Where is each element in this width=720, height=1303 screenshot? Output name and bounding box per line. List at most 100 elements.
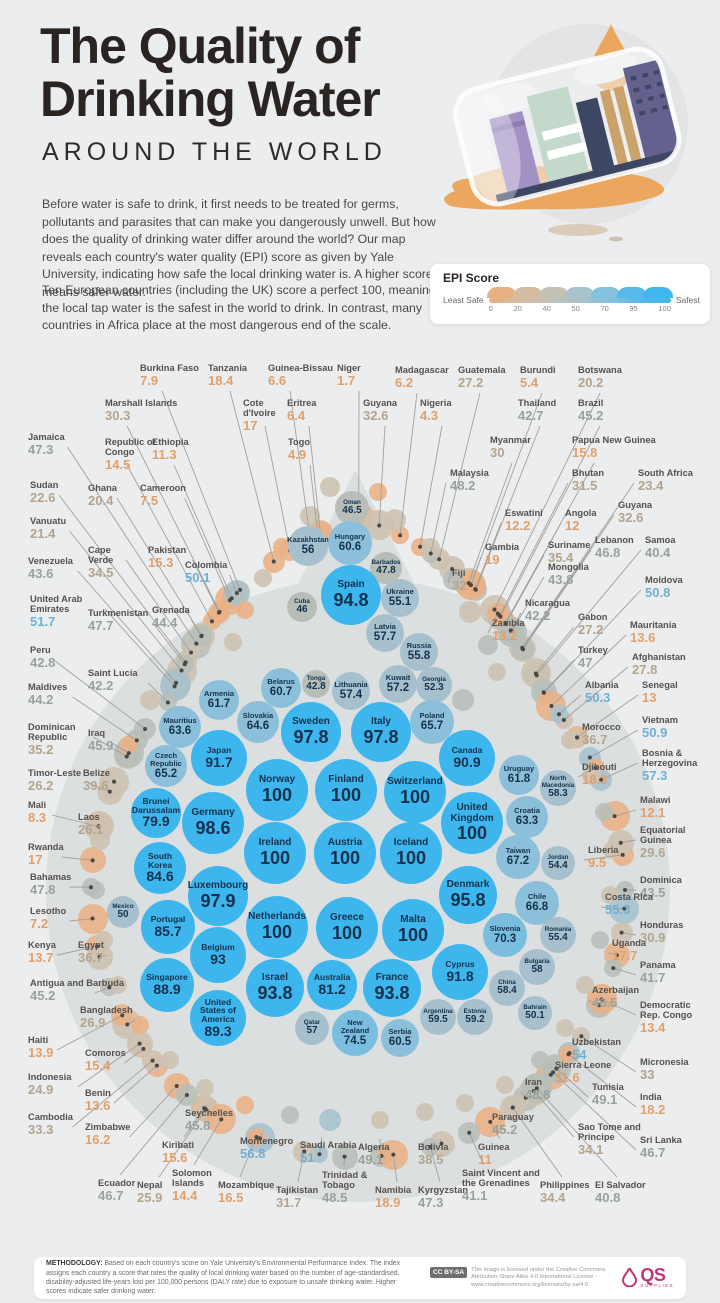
country-score: 15.6 xyxy=(162,1150,188,1166)
filler-bubble xyxy=(556,1019,574,1037)
country-bubble: Armenia 61.7 xyxy=(199,680,239,720)
country-name: Denmark xyxy=(446,879,490,891)
country-label: Marshall Islands 30.3 xyxy=(105,398,177,423)
country-name: Saudi Arabia xyxy=(300,1140,357,1150)
country-score: 13.6 xyxy=(630,630,656,646)
country-label: Timor-Leste 26.2 xyxy=(28,768,81,793)
country-score: 42.2 xyxy=(525,608,551,624)
legend-ticks: 0 20 40 50 70 95 100 xyxy=(489,304,671,313)
filler-bubble xyxy=(87,881,105,899)
country-name: Republic of Congo xyxy=(105,437,156,458)
country-name: Peru xyxy=(30,645,51,655)
country-name: Barbados xyxy=(371,558,401,566)
country-label: Tajikistan 31.7 xyxy=(276,1185,318,1210)
country-score: 22.6 xyxy=(30,490,56,506)
country-name: South Africa xyxy=(638,468,693,478)
country-score: 33 xyxy=(640,1067,655,1083)
country-name: Croatia xyxy=(514,806,540,816)
country-bubble: Poland 65.7 xyxy=(410,700,454,744)
country-name: North Macedonia xyxy=(541,775,575,789)
country-label: Saint Lucia 42.2 xyxy=(88,668,138,693)
country-name: Montenegro xyxy=(240,1136,294,1146)
country-score: 32.6 xyxy=(618,510,644,526)
country-score: 93.8 xyxy=(374,982,410,1003)
country-label: Djibouti 18.3 xyxy=(582,762,617,787)
country-name: Afghanistan xyxy=(632,652,686,662)
country-label: Burkina Faso 7.9 xyxy=(140,363,199,388)
country-label: Guyana 32.6 xyxy=(618,500,652,525)
country-score: 93 xyxy=(210,950,226,967)
country-bubble: New Zealand 74.5 xyxy=(332,1010,378,1056)
country-score: 18.4 xyxy=(208,373,234,389)
country-bubble: Canada 90.9 xyxy=(439,730,495,786)
country-score: 25.9 xyxy=(137,1190,163,1206)
country-name: Albania xyxy=(585,680,619,690)
filler-bubble xyxy=(119,736,137,754)
filler-bubble xyxy=(90,830,110,850)
country-name: Malawi xyxy=(640,795,671,805)
country-name: Ghana xyxy=(88,483,117,493)
country-score: 31.7 xyxy=(276,1195,302,1211)
country-score: 42.8 xyxy=(30,655,56,671)
country-label: Morocco 36.7 xyxy=(582,722,621,747)
country-name: Ireland xyxy=(258,837,292,849)
country-bubble: Singapore 88.9 xyxy=(140,958,194,1012)
country-score: 11 xyxy=(478,1152,492,1168)
country-score: 100 xyxy=(329,847,361,868)
country-name: Oman xyxy=(343,498,361,506)
country-name: Morocco xyxy=(582,722,621,732)
country-score: 13.2 xyxy=(492,628,518,644)
country-bubble: Serbia 60.5 xyxy=(381,1019,419,1057)
country-name: Mauritius xyxy=(163,716,197,726)
country-score: 27.2 xyxy=(458,375,484,391)
country-score: 50.9 xyxy=(642,725,668,741)
country-score: 56.8 xyxy=(240,1146,266,1162)
country-label: Ghana 20.4 xyxy=(88,483,117,508)
country-score: 63.6 xyxy=(168,724,192,737)
country-score: 46.5 xyxy=(592,995,618,1011)
country-score: 100 xyxy=(399,786,431,807)
country-name: Mauritania xyxy=(630,620,677,630)
country-score: 26.1 xyxy=(78,822,104,838)
country-name: Kyrgyzstan xyxy=(418,1185,469,1195)
country-name: Australia xyxy=(313,972,351,983)
legend-safest-label: Safest xyxy=(675,294,700,305)
country-label: Namibia 18.9 xyxy=(375,1185,411,1210)
filler-bubble xyxy=(416,1103,434,1121)
country-score: 46.7 xyxy=(640,1145,666,1161)
country-label: Zambia 13.2 xyxy=(492,618,525,643)
country-score: 26.2 xyxy=(28,778,54,794)
country-name: Haiti xyxy=(28,1035,49,1045)
country-bubble: Spain 94.8 xyxy=(321,565,381,625)
country-score: 79.9 xyxy=(142,813,170,830)
country-name: Timor-Leste xyxy=(28,768,82,778)
country-score: 100 xyxy=(261,784,293,805)
country-label: Papua New Guinea 15.8 xyxy=(572,435,656,460)
country-label: Guyana 32.6 xyxy=(363,398,397,423)
country-name: Rwanda xyxy=(28,842,64,852)
country-name: Cameroon xyxy=(140,483,186,493)
country-label: Kenya 13.7 xyxy=(28,940,56,965)
country-name: Kazakhstan xyxy=(287,535,329,545)
country-score: 18.3 xyxy=(582,772,608,788)
country-name: Guyana xyxy=(618,500,653,510)
country-score: 55.8 xyxy=(407,649,431,662)
country-label: Montenegro 56.8 xyxy=(240,1136,293,1161)
country-label: Gabon 27.2 xyxy=(578,612,607,637)
country-name: Kuwait xyxy=(385,673,411,683)
country-name: Liberia xyxy=(588,845,619,855)
country-score: 55.3 xyxy=(605,902,631,918)
country-name: Colombia xyxy=(185,560,228,570)
country-bubble: Italy 97.8 xyxy=(351,702,411,762)
country-name: Cote d'Ivoire xyxy=(243,398,276,419)
country-score: 47.3 xyxy=(418,1195,444,1211)
qs-droplet-icon xyxy=(622,1268,638,1288)
country-name: Burundi xyxy=(520,365,556,375)
country-name: Moldova xyxy=(645,575,683,585)
country-label: Pakistan 15.3 xyxy=(148,545,186,570)
country-name: Bahrain xyxy=(523,1003,547,1011)
country-name: Austria xyxy=(327,837,363,849)
country-name: Costa Rica xyxy=(605,892,654,902)
country-name: Malta xyxy=(400,914,426,926)
country-name: Bolivia xyxy=(418,1142,449,1152)
